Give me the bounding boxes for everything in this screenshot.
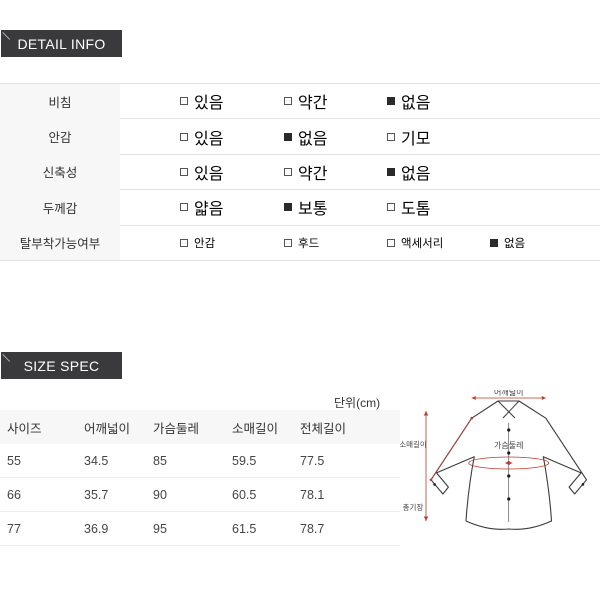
svg-text:소매길이: 소매길이 (400, 439, 427, 449)
svg-text:어깨넓이: 어깨넓이 (494, 390, 523, 397)
svg-text:총기장: 총기장 (403, 502, 424, 512)
svg-text:가슴둘레: 가슴둘레 (494, 441, 523, 450)
